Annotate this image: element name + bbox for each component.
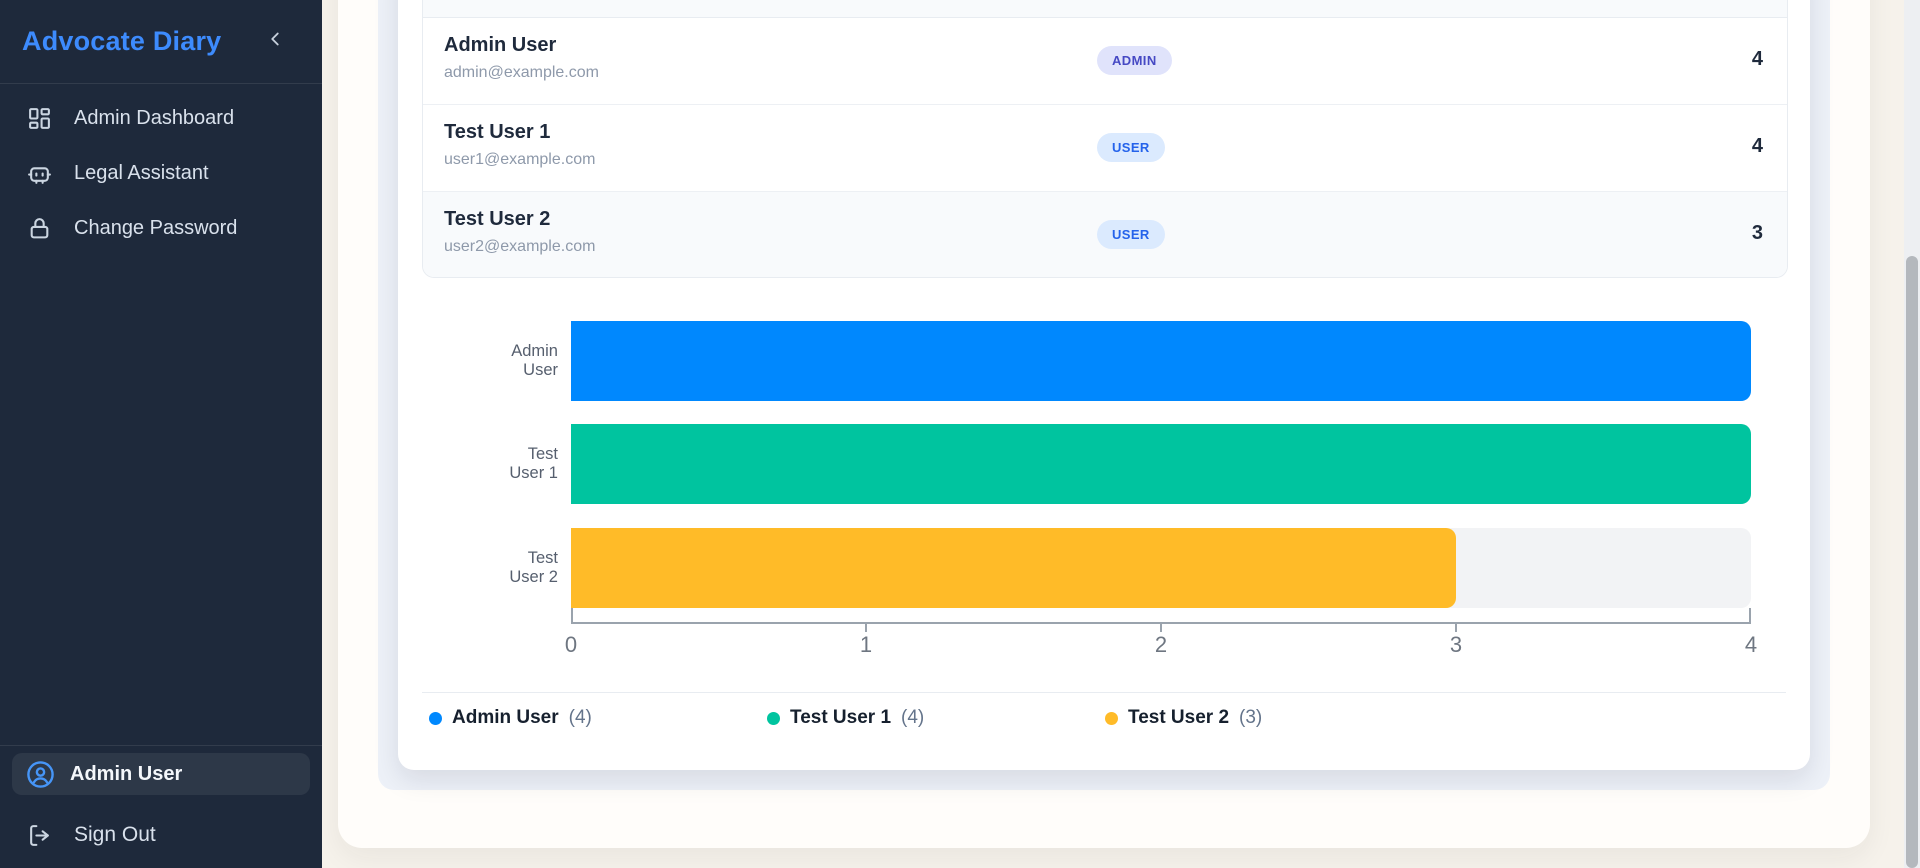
sidebar-item-label: Change Password (74, 217, 238, 239)
dashboard-grid-icon (27, 106, 52, 131)
axis-tick-label: 0 (564, 632, 578, 657)
sign-out-button[interactable]: Sign Out (0, 812, 322, 858)
user-cell: Test User 2 user2@example.com (444, 208, 595, 256)
sign-out-label: Sign Out (74, 823, 156, 846)
user-count: 4 (1751, 135, 1763, 157)
sidebar: Advocate Diary Admin Dashboard Legal Assi… (0, 0, 322, 868)
user-name: Test User 2 (444, 208, 551, 230)
table-header (423, 0, 1787, 18)
user-count: 4 (1751, 48, 1763, 70)
user-email: user1@example.com (444, 151, 596, 168)
chart-bar-row: Admin User (398, 321, 1810, 401)
sidebar-footer-divider (0, 745, 322, 746)
legend-color-dot (429, 711, 442, 725)
chart-bar-row: Test User 1 (398, 424, 1810, 504)
axis-tick (571, 608, 573, 622)
sidebar-item-legal-assistant[interactable]: Legal Assistant (0, 146, 322, 201)
legend-count: (3) (1239, 707, 1263, 728)
sidebar-item-label: Legal Assistant (74, 162, 209, 184)
chart-bar (571, 424, 1751, 504)
legend-count: (4) (568, 707, 592, 728)
role-badge: USER (1097, 220, 1165, 249)
chart-bar-track (571, 424, 1751, 504)
legend-item: Test User 1 (4) (767, 707, 1105, 729)
chart-category-label: Test User 1 (509, 445, 558, 482)
sidebar-header: Advocate Diary (0, 0, 322, 84)
chart-category-label: Test User 2 (509, 549, 558, 586)
legend-color-dot (1105, 711, 1118, 725)
legend-color-dot (767, 711, 780, 725)
chart-bar (571, 321, 1751, 401)
legend-label: Test User 1 (790, 707, 892, 728)
axis-tick (1455, 624, 1457, 632)
lock-icon (27, 216, 52, 241)
table-body: Admin User admin@example.com ADMIN 4 Test Us… (423, 18, 1787, 277)
user-cell: Admin User admin@example.com (444, 34, 599, 82)
axis-tick-label: 4 (1744, 632, 1758, 657)
chart-legend: Admin User (4) Test User 1 (4) Test User 2… (429, 707, 1781, 729)
dashboard-panel: Admin User admin@example.com ADMIN 4 Test Us… (378, 0, 1830, 790)
sidebar-item-label: Admin Dashboard (74, 107, 235, 129)
sidebar-nav: Admin Dashboard Legal Assistant Change Pas… (0, 91, 322, 256)
user-cell: Test User 1 user1@example.com (444, 121, 595, 169)
legend-divider (422, 692, 1786, 693)
user-name: Admin User (444, 34, 557, 56)
chart-bar-track (571, 321, 1751, 401)
users-table: Admin User admin@example.com ADMIN 4 Test Us… (422, 0, 1788, 278)
scrollbar-thumb[interactable] (1906, 256, 1918, 868)
axis-tick-label: 2 (1154, 632, 1168, 657)
axis-tick (1160, 624, 1162, 632)
user-email: admin@example.com (444, 64, 599, 81)
sidebar-current-user[interactable]: Admin User (12, 753, 310, 795)
legend-count: (4) (901, 707, 925, 728)
legend-item: Test User 2 (3) (1105, 707, 1443, 729)
chart-x-axis: 0 1 2 3 4 (565, 608, 1757, 657)
app-logo: Advocate Diary (22, 26, 222, 56)
table-row: Test User 2 user2@example.com USER 3 (423, 192, 1787, 277)
axis-tick (865, 624, 867, 632)
robot-icon (27, 161, 52, 186)
page-container: Admin User admin@example.com ADMIN 4 Test Us… (338, 0, 1870, 848)
user-email: user2@example.com (444, 238, 596, 255)
chart-bar-track (571, 528, 1751, 608)
legend-label: Test User 2 (1128, 707, 1230, 728)
table-row: Test User 1 user1@example.com USER 4 (423, 105, 1787, 192)
sidebar-user-label: Admin User (70, 762, 183, 785)
user-count: 3 (1751, 222, 1763, 244)
sidebar-item-change-password[interactable]: Change Password (0, 201, 322, 256)
sidebar-item-admin-dashboard[interactable]: Admin Dashboard (0, 91, 322, 146)
user-name: Test User 1 (444, 121, 551, 143)
user-circle-icon (26, 760, 55, 789)
chart-category-label: Admin User (511, 342, 558, 379)
legend-item: Admin User (4) (429, 707, 767, 729)
axis-tick (1749, 608, 1751, 622)
dashboard-card: Admin User admin@example.com ADMIN 4 Test Us… (398, 0, 1810, 770)
sidebar-collapse-button[interactable] (262, 28, 288, 54)
chevron-left-icon (264, 28, 286, 55)
role-badge: ADMIN (1097, 46, 1172, 75)
legend-label: Admin User (452, 707, 559, 728)
page-scrollbar[interactable] (1904, 0, 1920, 868)
chart-bar-row: Test User 2 (398, 528, 1810, 608)
logout-icon (27, 823, 52, 848)
role-badge: USER (1097, 133, 1165, 162)
table-row: Admin User admin@example.com ADMIN 4 (423, 18, 1787, 105)
chart-bar (571, 528, 1456, 608)
axis-tick-label: 3 (1449, 632, 1463, 657)
axis-tick-label: 1 (859, 632, 873, 657)
